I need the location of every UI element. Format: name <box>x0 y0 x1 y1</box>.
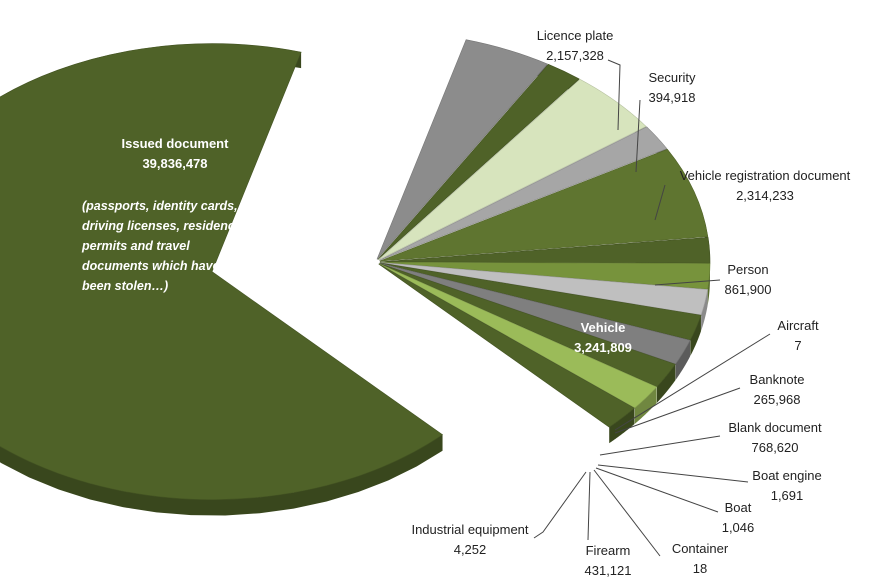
leader-licence-plate <box>607 59 621 131</box>
leader-aircraft <box>614 333 771 431</box>
slice-top <box>379 237 711 264</box>
label-boat-engine-name: Boat engine <box>752 468 821 483</box>
label-issued-document-note-0: (passports, identity cards, <box>82 199 238 213</box>
leader-firearm <box>587 471 591 541</box>
label-security-value: 394,918 <box>649 90 696 105</box>
slice-top <box>378 263 635 428</box>
label-vehicle-value: 3,241,809 <box>574 340 632 355</box>
slice-top <box>377 63 580 260</box>
leader-lines <box>533 59 771 557</box>
label-issued-document-name: Issued document <box>122 136 230 151</box>
label-licence-plate-value: 2,157,328 <box>546 48 604 63</box>
label-person-value: 861,900 <box>725 282 772 297</box>
slice-blank-document <box>379 262 708 331</box>
leader-vehicle-registration-document <box>654 184 666 221</box>
label-boat-name: Boat <box>725 500 752 515</box>
slice-banknote <box>379 261 711 306</box>
label-container-name: Container <box>672 541 729 556</box>
label-banknote-value: 265,968 <box>754 392 801 407</box>
slice-top <box>379 126 668 261</box>
label-industrial-equipment-name: Industrial equipment <box>411 522 528 537</box>
slice-top <box>379 148 709 262</box>
label-banknote-name: Banknote <box>750 372 805 387</box>
slice-aircraft <box>379 237 711 280</box>
slice-boat-engine <box>379 262 702 356</box>
slice-boat <box>379 262 691 381</box>
slice-top <box>379 262 691 365</box>
slice-side <box>675 340 691 381</box>
label-issued-document-note-4: been stolen…) <box>82 279 168 293</box>
slice-issued-document <box>0 43 444 516</box>
label-issued-document-note-1: driving licenses, residence <box>82 219 242 233</box>
slice-vehicle <box>379 148 709 262</box>
slice-top <box>378 78 647 261</box>
slice-side <box>690 315 701 356</box>
label-person-name: Person <box>727 262 768 277</box>
leader-person <box>654 279 721 286</box>
label-blank-document-name: Blank document <box>728 420 822 435</box>
label-firearm-name: Firearm <box>586 543 631 558</box>
slice-top <box>379 261 711 290</box>
label-issued-document-value: 39,836,478 <box>142 156 207 171</box>
leader-banknote <box>614 387 741 434</box>
slice-side <box>707 263 710 306</box>
label-issued-document-note-2: permits and travel <box>81 239 190 253</box>
slice-licence-plate <box>376 39 548 260</box>
slice-side <box>656 364 676 403</box>
label-vehicle-registration-document-name: Vehicle registration document <box>680 168 851 183</box>
label-aircraft-name: Aircraft <box>777 318 819 333</box>
pie-slices <box>0 39 711 516</box>
label-security-name: Security <box>649 70 696 85</box>
slice-top <box>378 263 658 409</box>
slice-top <box>379 262 702 341</box>
label-aircraft-value: 7 <box>794 338 801 353</box>
label-boat-value: 1,046 <box>722 520 755 535</box>
slice-top <box>379 262 708 316</box>
slice-container <box>379 263 676 403</box>
slice-top <box>376 39 548 260</box>
slice-top <box>0 43 444 500</box>
slice-vehicle-registration-document <box>378 78 647 261</box>
slice-side <box>701 289 708 331</box>
label-boat-engine-value: 1,691 <box>771 488 804 503</box>
slice-top <box>379 263 676 388</box>
label-container-value: 18 <box>693 561 707 576</box>
slice-labels: Issued document 39,836,478 (passports, ide… <box>81 28 851 578</box>
label-vehicle-name: Vehicle <box>581 320 626 335</box>
leader-industrial-equipment <box>533 471 587 539</box>
leader-container <box>593 469 661 557</box>
label-blank-document-value: 768,620 <box>752 440 799 455</box>
leader-blank-document <box>599 435 721 456</box>
leader-boat-engine <box>597 464 749 483</box>
label-vehicle-registration-document-value: 2,314,233 <box>736 188 794 203</box>
leader-boat <box>595 467 719 513</box>
label-firearm-value: 431,121 <box>585 563 632 578</box>
label-issued-document-note-3: documents which have <box>82 259 220 273</box>
label-licence-plate-name: Licence plate <box>537 28 614 43</box>
label-industrial-equipment-value: 4,252 <box>454 542 487 557</box>
leader-security <box>635 99 641 173</box>
